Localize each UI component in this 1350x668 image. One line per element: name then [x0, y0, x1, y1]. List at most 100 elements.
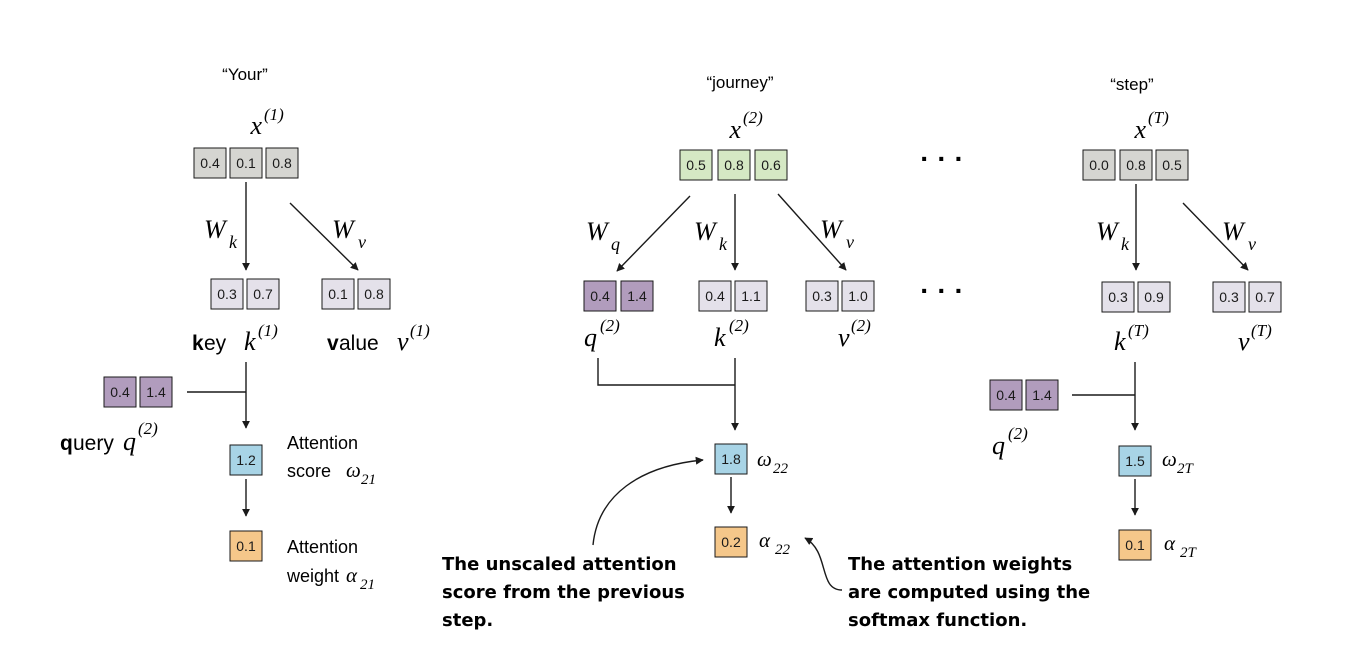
input-cell-value: 0.8: [1126, 157, 1146, 173]
wk-subscript: k: [229, 232, 238, 252]
input-cell: [1119, 149, 1153, 181]
token-your-column: “Your” x (1) 0.4 0.1 0.8 W k W v 0.3 0.7…: [60, 65, 430, 593]
wv-symbol: W: [332, 215, 356, 244]
key-cell: [1137, 281, 1171, 313]
value-superscript: (1): [410, 321, 430, 340]
query-connector: [597, 358, 735, 386]
token-your-key-vector: 0.3 0.7: [210, 278, 280, 310]
ellipsis-middle: · · ·: [920, 275, 964, 306]
key-cell: [210, 278, 244, 310]
value-cell-value: 0.3: [1219, 289, 1239, 305]
input-cell: [1155, 149, 1189, 181]
wk-symbol: W: [1096, 217, 1120, 246]
wk-subscript: k: [1121, 234, 1130, 254]
omega-subscript: 22: [773, 461, 789, 477]
alpha-subscript: 21: [360, 577, 375, 593]
token-journey-word: “journey”: [706, 73, 773, 92]
attention-score-value: 1.5: [1125, 453, 1145, 469]
attention-weight-cell: [1118, 529, 1152, 561]
key-cell: [734, 280, 768, 312]
wq-symbol: W: [586, 217, 610, 246]
query-superscript: (2): [138, 419, 158, 438]
input-cell: [679, 149, 713, 181]
key-cell-value: 0.3: [217, 286, 237, 302]
value-label-rest: alue: [339, 332, 379, 355]
wk-symbol: W: [204, 215, 228, 244]
token-your-input-vector: 0.4 0.1 0.8: [193, 147, 299, 179]
q-symbol: q: [992, 431, 1005, 460]
input-cell-value: 0.8: [272, 155, 292, 171]
alpha-subscript: 2T: [1180, 545, 1198, 561]
value-cell-value: 1.0: [848, 288, 868, 304]
value-cell-value: 0.3: [812, 288, 832, 304]
q-superscript: (2): [600, 316, 620, 335]
wq-arrow: [616, 195, 691, 272]
wv-symbol: W: [820, 215, 844, 244]
attention-weight-cell: [714, 526, 748, 558]
k-symbol: k: [1114, 327, 1126, 356]
token-your-query-vector: 0.4 1.4: [103, 376, 173, 408]
value-cell: [805, 280, 839, 312]
annotation-softmax-arrow: [804, 537, 843, 591]
value-cell: [1212, 281, 1246, 313]
input-cell: [265, 147, 299, 179]
input-cell-value: 0.8: [724, 157, 744, 173]
v-superscript: (T): [1251, 321, 1272, 340]
token-step-key-vector: 0.3 0.9: [1101, 281, 1171, 313]
alpha-symbol: α: [346, 563, 358, 587]
token-journey-key-vector: 0.4 1.1: [698, 280, 768, 312]
query-cell-value: 1.4: [1032, 387, 1052, 403]
key-cell: [698, 280, 732, 312]
key-cell: [1101, 281, 1135, 313]
token-journey-column: “journey” x (2) 0.5 0.8 0.6 W q W k W v …: [583, 73, 875, 558]
key-symbol: k: [244, 327, 256, 356]
attention-weight-cell: [229, 530, 263, 562]
omega-symbol: ω: [1162, 447, 1177, 471]
key-label-bold: k: [192, 332, 204, 355]
token-journey-x-symbol: x: [728, 115, 741, 144]
token-step-value-vector: 0.3 0.7: [1212, 281, 1282, 313]
token-step-query-vector: 0.4 1.4: [989, 379, 1059, 411]
wv-subscript: v: [1248, 234, 1256, 254]
token-your-word: “Your”: [222, 65, 268, 84]
value-cell: [1248, 281, 1282, 313]
token-your-value-vector: 0.1 0.8: [321, 278, 391, 310]
annotation-unscaled-line2: score from the previous: [442, 582, 685, 603]
input-cell: [717, 149, 751, 181]
annotation-unscaled-score: The unscaled attention score from the pr…: [442, 456, 704, 631]
query-cell: [583, 280, 617, 312]
input-cell: [229, 147, 263, 179]
token-step-x-symbol: x: [1133, 115, 1146, 144]
omega-subscript: 2T: [1177, 461, 1195, 477]
key-cell-value: 0.7: [253, 286, 273, 302]
token-step-x-superscript: (T): [1148, 108, 1169, 127]
input-cell-value: 0.1: [236, 155, 256, 171]
value-symbol: v: [397, 327, 409, 356]
annotation-unscaled-arrow: [592, 456, 704, 546]
wv-arrow: [289, 202, 359, 271]
query-cell-value: 0.4: [590, 288, 610, 304]
query-cell-value: 0.4: [996, 387, 1016, 403]
query-cell: [139, 376, 173, 408]
omega-subscript: 21: [361, 472, 376, 488]
attention-weight-value: 0.1: [236, 538, 256, 554]
attention-weight-label-line1: Attention: [287, 537, 358, 557]
token-your-x-symbol: x: [249, 111, 262, 140]
attention-score-label-line1: Attention: [287, 433, 358, 453]
annotation-unscaled-line3: step.: [442, 610, 493, 631]
input-cell-value: 0.4: [200, 155, 220, 171]
key-cell-value: 0.9: [1144, 289, 1164, 305]
query-symbol: q: [123, 427, 136, 456]
key-cell-value: 0.3: [1108, 289, 1128, 305]
ellipsis-top: · · ·: [920, 143, 964, 174]
token-step-input-vector: 0.0 0.8 0.5: [1082, 149, 1189, 181]
value-cell: [357, 278, 391, 310]
input-cell-value: 0.6: [761, 157, 781, 173]
annotation-softmax-line1: The attention weights: [848, 554, 1072, 575]
k-superscript: (2): [729, 316, 749, 335]
attention-weight-value: 0.1: [1125, 537, 1145, 553]
key-superscript: (1): [258, 321, 278, 340]
input-cell: [754, 149, 788, 181]
wk-symbol: W: [694, 217, 718, 246]
value-cell: [321, 278, 355, 310]
